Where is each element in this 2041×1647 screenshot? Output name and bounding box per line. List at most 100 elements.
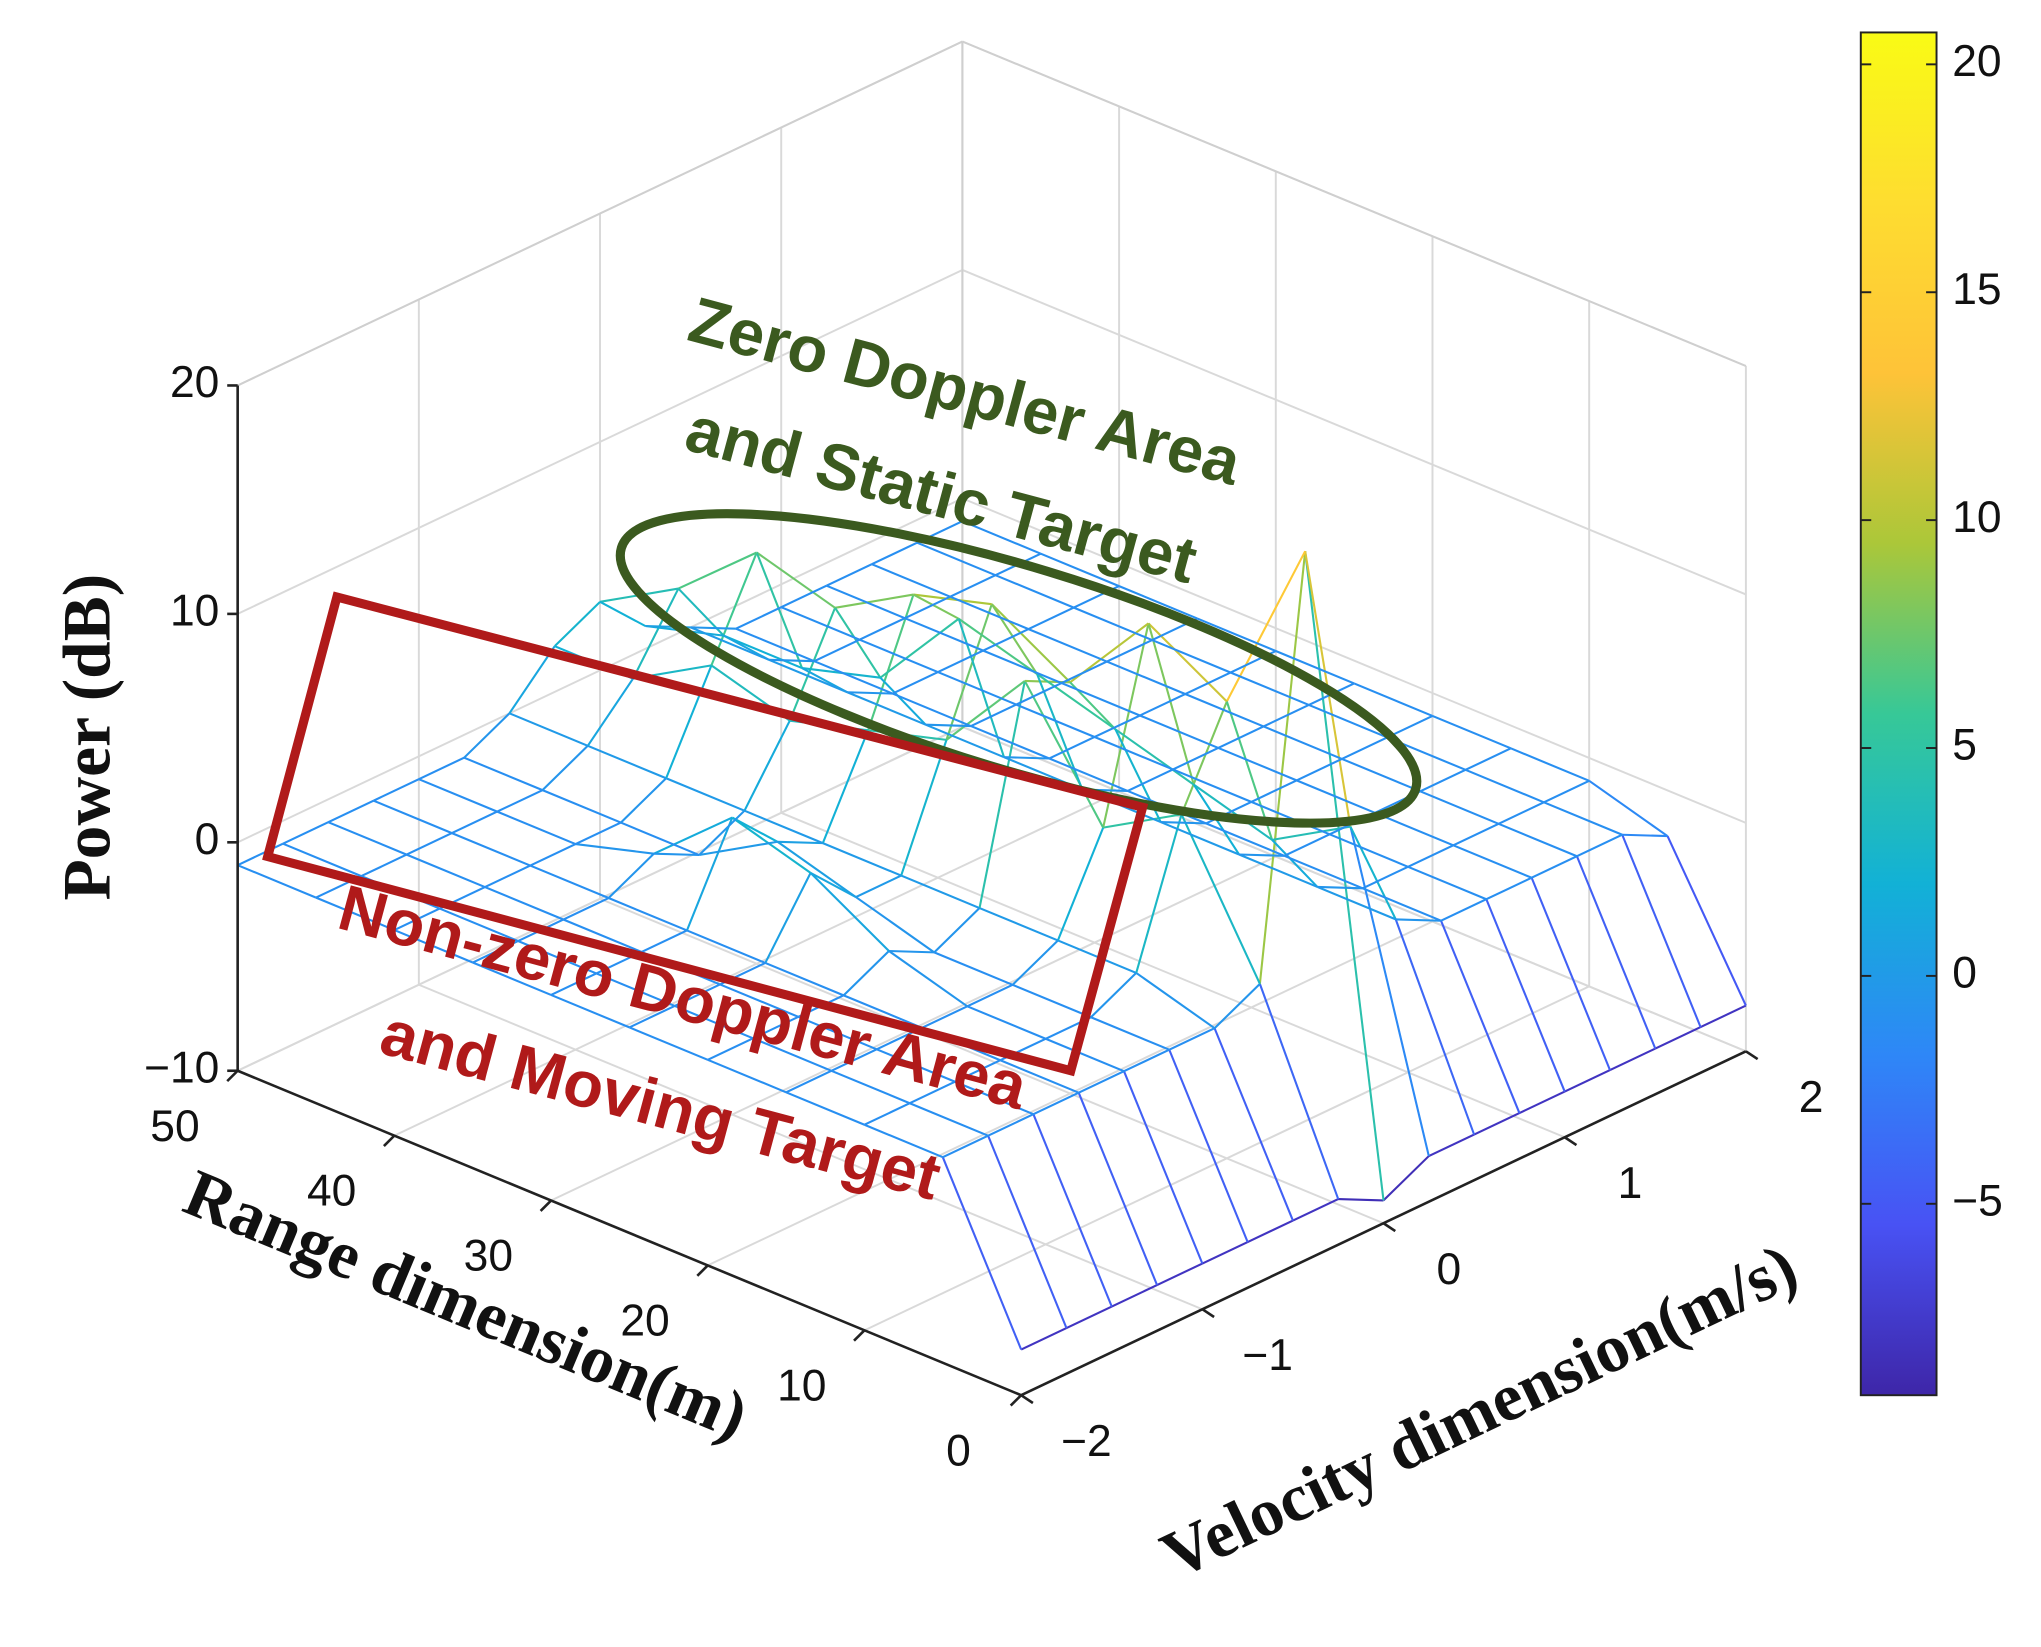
tick-mark <box>382 1134 396 1147</box>
z-tick-label: 10 <box>170 587 219 636</box>
mesh-segment <box>937 649 984 674</box>
mesh-segment <box>632 588 680 680</box>
x-tick-label: −1 <box>1242 1331 1293 1380</box>
mesh-segment <box>1654 1026 1702 1050</box>
mesh-segment <box>698 809 746 856</box>
grid-line <box>864 985 1590 1332</box>
z-tick-label: 0 <box>195 815 220 864</box>
colorbar <box>1859 31 1938 1397</box>
tick-mark <box>1745 1050 1759 1061</box>
mesh-segment <box>237 842 284 867</box>
mesh-segment <box>620 777 667 824</box>
mesh-segment <box>1394 919 1476 1135</box>
mesh-segment <box>1263 704 1310 728</box>
mesh-segment <box>830 1048 878 1072</box>
mesh-segment <box>999 1059 1080 1094</box>
mesh-segment <box>735 627 815 663</box>
mesh-segment <box>686 929 766 964</box>
mesh-segment <box>1263 725 1343 760</box>
grid-line <box>418 983 1203 1311</box>
mesh-segment <box>764 961 845 997</box>
tick-mark <box>226 1069 239 1083</box>
mesh-segment <box>1609 1047 1656 1072</box>
mesh-segment <box>1193 783 1273 841</box>
mesh-segment <box>550 993 630 1029</box>
mesh-segment <box>674 983 721 1007</box>
mesh-segment <box>830 1069 911 1105</box>
mesh-segment <box>562 918 643 953</box>
mesh-segment <box>966 983 1014 1008</box>
mesh-segment <box>1036 673 1084 790</box>
mesh-segment <box>542 789 622 824</box>
mesh-segment <box>1428 1133 1475 1158</box>
mesh-segment <box>1015 682 1063 706</box>
mesh-segment <box>871 541 918 566</box>
mesh-segment <box>439 907 519 942</box>
mesh-segment <box>629 1026 709 1061</box>
mesh-segment <box>743 720 791 812</box>
mesh-segment <box>1147 623 1195 785</box>
mesh-segment <box>1123 1070 1204 1264</box>
mesh-segment <box>957 618 1006 758</box>
mesh-segment <box>529 864 609 899</box>
mesh-segment <box>1028 606 1075 631</box>
mesh-segment <box>756 551 836 609</box>
mesh-segment <box>451 810 498 835</box>
mesh-segment <box>472 940 519 964</box>
mesh-segment <box>1622 833 1668 838</box>
mesh-segment <box>1338 1198 1384 1202</box>
mesh-segment <box>1407 865 1487 901</box>
mesh-segment <box>1012 983 1092 1019</box>
mesh-segment <box>1407 844 1454 868</box>
mesh-segment <box>1275 650 1355 685</box>
mesh-segment <box>954 1059 1001 1083</box>
mesh-segment <box>1432 714 1512 750</box>
mesh-segment <box>1184 671 1231 695</box>
mesh-segment <box>1172 768 1252 803</box>
mesh-segment <box>834 593 914 609</box>
mesh-segment <box>1114 728 1195 786</box>
mesh-segment <box>719 983 799 1018</box>
mesh-segment <box>586 678 634 747</box>
tick-mark <box>696 1264 709 1277</box>
mesh-segment <box>949 574 996 598</box>
box-edge <box>237 40 963 387</box>
mesh-segment <box>1139 693 1186 717</box>
mesh-segment <box>1205 822 1285 857</box>
mesh-segment <box>1296 757 1343 782</box>
mesh-segment <box>987 1135 1068 1329</box>
mesh-segment <box>653 852 700 857</box>
mesh-segment <box>710 552 758 666</box>
mesh-segment <box>892 671 939 695</box>
mesh-segment <box>496 789 543 813</box>
mesh-segment <box>916 541 996 577</box>
y-tick-label: 40 <box>307 1167 356 1216</box>
mesh-segment <box>876 1048 956 1083</box>
y-tick-label: 20 <box>620 1297 669 1346</box>
mesh-segment <box>1386 714 1433 739</box>
mesh-segment <box>1452 822 1500 847</box>
mesh-segment <box>553 601 601 647</box>
mesh-segment <box>921 1005 968 1029</box>
mesh-segment <box>904 595 951 620</box>
mesh-segment <box>1283 854 1364 890</box>
mesh-segment <box>879 676 927 726</box>
grid-line <box>237 725 963 1072</box>
mesh-segment <box>315 896 395 932</box>
mesh-segment <box>327 799 374 824</box>
mesh-segment <box>1452 844 1533 879</box>
mesh-segment <box>529 843 576 867</box>
mesh-segment <box>1440 920 1521 1114</box>
mesh-segment <box>1395 918 1442 922</box>
mesh-segment <box>813 638 861 663</box>
mesh-segment <box>913 593 992 606</box>
mesh-segment <box>496 810 576 846</box>
mesh-segment <box>888 950 968 1008</box>
mesh-segment <box>1419 768 1466 793</box>
mesh-segment <box>707 1037 754 1061</box>
mesh-segment <box>755 552 803 669</box>
mesh-segment <box>641 929 688 953</box>
mesh-segment <box>1308 703 1388 739</box>
mesh-segment <box>958 617 1038 675</box>
y-tick-label: 0 <box>946 1426 971 1475</box>
